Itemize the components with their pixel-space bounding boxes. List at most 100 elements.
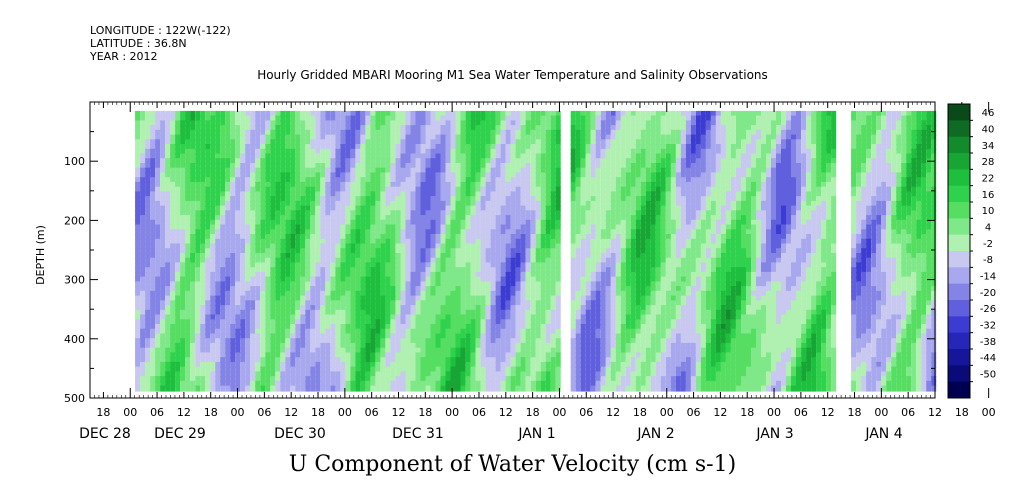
heatmap-cell bbox=[195, 234, 201, 240]
heatmap-cell bbox=[215, 158, 221, 165]
heatmap-cell bbox=[325, 181, 331, 188]
heatmap-cell bbox=[375, 172, 381, 179]
heatmap-cell bbox=[405, 385, 411, 392]
heatmap-cell bbox=[305, 361, 311, 368]
heatmap-cell bbox=[340, 148, 346, 155]
heatmap-cell bbox=[445, 385, 451, 392]
heatmap-cell bbox=[225, 148, 231, 155]
heatmap-cell bbox=[275, 248, 281, 255]
heatmap-cell bbox=[190, 115, 196, 122]
heatmap-cell bbox=[300, 248, 306, 255]
heatmap-cell bbox=[405, 309, 411, 316]
heatmap-cell bbox=[440, 177, 446, 184]
heatmap-cell bbox=[255, 333, 261, 340]
heatmap-cell bbox=[195, 347, 201, 354]
heatmap-cell bbox=[240, 153, 246, 160]
heatmap-cell bbox=[400, 380, 406, 387]
heatmap-cell bbox=[425, 134, 431, 141]
heatmap-cell bbox=[415, 376, 421, 383]
heatmap-cell bbox=[285, 290, 291, 297]
heatmap-cell bbox=[435, 163, 441, 169]
heatmap-cell bbox=[245, 125, 251, 132]
heatmap-cell bbox=[405, 229, 411, 236]
heatmap-cell bbox=[415, 129, 421, 136]
heatmap-cell bbox=[160, 158, 166, 165]
heatmap-cell bbox=[370, 219, 376, 226]
heatmap-cell bbox=[395, 186, 401, 193]
heatmap-cell bbox=[160, 148, 166, 155]
heatmap-cell bbox=[310, 380, 316, 387]
heatmap-cell bbox=[450, 134, 456, 141]
heatmap-cell bbox=[360, 300, 366, 307]
heatmap-cell bbox=[435, 357, 441, 364]
heatmap-cell bbox=[375, 309, 381, 316]
heatmap-cell bbox=[350, 163, 356, 169]
heatmap-cell bbox=[405, 300, 411, 307]
heatmap-cell bbox=[205, 196, 211, 203]
heatmap-cell bbox=[295, 319, 301, 326]
heatmap-cell bbox=[215, 276, 221, 283]
heatmap-cell bbox=[435, 234, 441, 240]
heatmap-cell bbox=[430, 366, 436, 373]
heatmap-cell bbox=[220, 238, 226, 245]
heatmap-cell bbox=[320, 328, 326, 335]
heatmap-cell bbox=[380, 300, 386, 307]
heatmap-cell bbox=[310, 281, 316, 288]
heatmap-cell bbox=[140, 210, 146, 217]
heatmap-cell bbox=[400, 129, 406, 136]
heatmap-cell bbox=[180, 234, 186, 240]
heatmap-cell bbox=[410, 290, 416, 297]
heatmap-cell bbox=[235, 110, 241, 117]
heatmap-cell bbox=[465, 267, 471, 274]
heatmap-cell bbox=[235, 163, 241, 169]
heatmap-cell bbox=[195, 243, 201, 250]
heatmap-cell bbox=[245, 281, 251, 288]
heatmap-cell bbox=[165, 333, 171, 340]
heatmap-cell bbox=[335, 290, 341, 297]
heatmap-cell bbox=[230, 167, 236, 174]
heatmap-cell bbox=[260, 172, 266, 179]
heatmap-cell bbox=[200, 229, 206, 236]
heatmap-cell bbox=[275, 120, 281, 127]
heatmap-cell bbox=[315, 385, 321, 392]
heatmap-cell bbox=[200, 248, 206, 255]
heatmap-cell bbox=[220, 342, 226, 349]
heatmap-cell bbox=[450, 366, 456, 373]
heatmap-cell bbox=[195, 319, 201, 326]
heatmap-cell bbox=[195, 224, 201, 231]
heatmap-cell bbox=[275, 328, 281, 335]
heatmap-cell bbox=[330, 224, 336, 231]
heatmap-cell bbox=[390, 300, 396, 307]
heatmap-cell bbox=[440, 200, 446, 207]
heatmap-cell bbox=[340, 276, 346, 283]
heatmap-cell bbox=[180, 177, 186, 184]
heatmap-cell bbox=[150, 134, 156, 141]
heatmap-cell bbox=[315, 286, 321, 293]
heatmap-cell bbox=[375, 200, 381, 207]
heatmap-cell bbox=[360, 163, 366, 169]
heatmap-cell bbox=[450, 357, 456, 364]
heatmap-cell bbox=[310, 328, 316, 335]
heatmap-cell bbox=[305, 295, 311, 302]
heatmap-cell bbox=[385, 120, 391, 127]
heatmap-cell bbox=[345, 347, 351, 354]
heatmap-cell bbox=[305, 338, 311, 345]
heatmap-cell bbox=[375, 262, 381, 269]
heatmap-cell bbox=[235, 276, 241, 283]
heatmap-cell bbox=[420, 366, 426, 373]
heatmap-cell bbox=[450, 309, 456, 316]
heatmap-cell bbox=[185, 371, 191, 378]
heatmap-cell bbox=[275, 366, 281, 373]
heatmap-cell bbox=[345, 276, 351, 283]
heatmap-cell bbox=[420, 352, 426, 359]
heatmap-cell bbox=[420, 357, 426, 364]
heatmap-cell bbox=[450, 319, 456, 326]
heatmap-cell bbox=[305, 153, 311, 160]
heatmap-cell bbox=[270, 186, 276, 193]
heatmap-cell bbox=[350, 234, 356, 240]
heatmap-cell bbox=[220, 153, 226, 160]
heatmap-cell bbox=[430, 181, 436, 188]
heatmap-cell bbox=[145, 366, 151, 373]
heatmap-cell bbox=[465, 144, 471, 150]
heatmap-cell bbox=[395, 153, 401, 160]
